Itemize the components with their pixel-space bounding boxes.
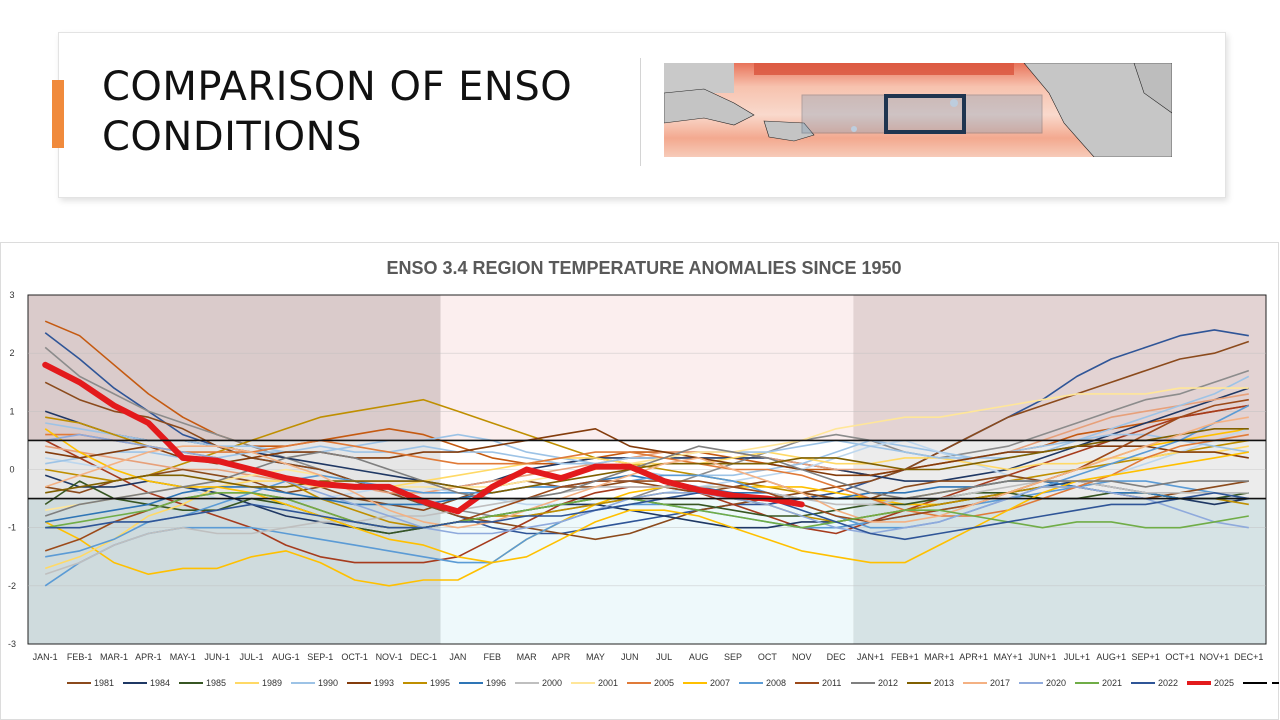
chart-series-lines bbox=[42, 320, 1250, 587]
x-tick-label: SEP bbox=[724, 652, 742, 662]
unlabeled-series-line bbox=[44, 346, 1250, 517]
series-line-1984 bbox=[44, 474, 1249, 535]
legend-label-2022: 2022 bbox=[1158, 678, 1178, 688]
x-tick-label: DEC+1 bbox=[1234, 652, 1263, 662]
series-line-2012 bbox=[44, 445, 1249, 517]
y-tick-label: 0 bbox=[9, 465, 14, 475]
x-tick-label: MAY+1 bbox=[994, 652, 1023, 662]
band-cool-right bbox=[853, 498, 1266, 644]
legend-label-2025: 2025 bbox=[1214, 678, 1234, 688]
threshold-lines bbox=[28, 439, 1266, 500]
band-cool-center bbox=[440, 498, 854, 644]
x-tick-label: APR bbox=[552, 652, 571, 662]
band-warm-center bbox=[440, 295, 854, 441]
x-tick-label: JUL+1 bbox=[1064, 652, 1090, 662]
series-line-2017 bbox=[44, 416, 1249, 529]
sst-map-graphic bbox=[664, 63, 1172, 157]
header-divider bbox=[640, 58, 641, 166]
x-tick-label: NOV-1 bbox=[376, 652, 403, 662]
chart-title: ENSO 3.4 REGION TEMPERATURE ANOMALIES SI… bbox=[386, 258, 901, 278]
legend-label-1981: 1981 bbox=[94, 678, 114, 688]
legend-label-2021: 2021 bbox=[1102, 678, 1122, 688]
x-tick-label: FEB bbox=[483, 652, 501, 662]
x-tick-label: DEC-1 bbox=[410, 652, 437, 662]
x-tick-label: JUL bbox=[656, 652, 672, 662]
legend-label-1993: 1993 bbox=[374, 678, 394, 688]
x-tick-label: AUG+1 bbox=[1096, 652, 1126, 662]
x-tick-label: JAN bbox=[449, 652, 466, 662]
series-line-2013 bbox=[45, 428, 1249, 494]
unlabeled-series-line bbox=[44, 480, 1249, 587]
title-accent-bar bbox=[52, 80, 64, 148]
legend-label-1995: 1995 bbox=[430, 678, 450, 688]
x-tick-label: FEB-1 bbox=[67, 652, 93, 662]
y-tick-label: -3 bbox=[8, 639, 16, 649]
series-line-2008 bbox=[45, 404, 1250, 558]
unlabeled-series-line bbox=[44, 340, 1250, 541]
x-tick-label: MAR-1 bbox=[100, 652, 128, 662]
x-tick-label: AUG-1 bbox=[272, 652, 300, 662]
series-line-2001 bbox=[45, 387, 1249, 511]
y-tick-label: 1 bbox=[9, 406, 14, 416]
x-tick-label: MAY-1 bbox=[170, 652, 196, 662]
pacific-map-image bbox=[664, 63, 1172, 157]
band-warm-right bbox=[853, 295, 1266, 441]
x-tick-label: FEB+1 bbox=[891, 652, 919, 662]
x-tick-label: OCT-1 bbox=[341, 652, 368, 662]
page-title-line2: CONDITIONS bbox=[102, 114, 362, 160]
page-title: COMPARISON OF ENSO CONDITIONS bbox=[102, 62, 622, 162]
legend-label-2005: 2005 bbox=[654, 678, 674, 688]
x-axis-ticks: JAN-1 FEB-1 MAR-1 APR-1 MAY-1 JUN-1 JUL-1 AUG-1… bbox=[33, 652, 1264, 662]
x-tick-label: JUN-1 bbox=[204, 652, 230, 662]
series-line-2005 bbox=[45, 433, 1249, 517]
legend-label-2020: 2020 bbox=[1046, 678, 1066, 688]
page-title-line1: COMPARISON OF ENSO bbox=[102, 64, 573, 110]
legend-label-1985: 1985 bbox=[206, 678, 226, 688]
legend-label-1984: 1984 bbox=[150, 678, 170, 688]
x-tick-label: MAR+1 bbox=[924, 652, 954, 662]
legend-label-1990: 1990 bbox=[318, 678, 338, 688]
legend-label-1996: 1996 bbox=[486, 678, 506, 688]
legend-label-2011: 2011 bbox=[822, 678, 841, 688]
legend-label-2013: 2013 bbox=[934, 678, 954, 688]
chart-legend: 1981 1984 1985 1989 1990 1993 1995 1996 2000 2001… bbox=[67, 678, 1279, 688]
legend-label-2017: 2017 bbox=[990, 678, 1010, 688]
y-tick-label: 3 bbox=[9, 290, 14, 300]
x-tick-label: APR+1 bbox=[959, 652, 988, 662]
band-warm-left bbox=[28, 295, 441, 441]
x-tick-label: MAY bbox=[586, 652, 605, 662]
band-cool-left bbox=[28, 498, 441, 644]
series-line-2007 bbox=[44, 428, 1249, 564]
x-tick-label: MAR bbox=[517, 652, 538, 662]
x-tick-label: JUN bbox=[621, 652, 639, 662]
series-line-1990 bbox=[45, 433, 1249, 465]
legend-label-1989: 1989 bbox=[262, 678, 282, 688]
legend-label-2008: 2008 bbox=[766, 678, 786, 688]
x-tick-label: AUG bbox=[689, 652, 709, 662]
x-tick-label: SEP-1 bbox=[307, 652, 333, 662]
x-tick-label: JAN+1 bbox=[857, 652, 884, 662]
x-tick-label: SEP+1 bbox=[1131, 652, 1159, 662]
x-tick-label: JUL-1 bbox=[240, 652, 264, 662]
x-tick-label: OCT+1 bbox=[1165, 652, 1194, 662]
x-tick-label: DEC bbox=[827, 652, 847, 662]
y-axis-ticks: -3 -2 -1 0 1 2 3 bbox=[8, 290, 16, 649]
series-line-2025 bbox=[42, 361, 805, 515]
y-tick-label: -1 bbox=[8, 523, 16, 533]
legend-label-2007: 2007 bbox=[710, 678, 730, 688]
legend-label-2001: 2001 bbox=[598, 678, 618, 688]
x-tick-label: NOV+1 bbox=[1200, 652, 1230, 662]
x-tick-label: OCT bbox=[758, 652, 778, 662]
legend-label-2012: 2012 bbox=[878, 678, 898, 688]
x-tick-label: APR-1 bbox=[135, 652, 162, 662]
x-tick-label: JAN-1 bbox=[33, 652, 58, 662]
y-tick-label: -2 bbox=[8, 581, 16, 591]
x-tick-label: JUN+1 bbox=[1029, 652, 1057, 662]
x-tick-label: NOV bbox=[792, 652, 812, 662]
y-tick-label: 2 bbox=[9, 348, 14, 358]
series-line-2022 bbox=[45, 492, 1249, 541]
legend-label-2000: 2000 bbox=[542, 678, 562, 688]
enso-chart: ENSO 3.4 REGION TEMPERATURE ANOMALIES SI… bbox=[8, 258, 1279, 688]
